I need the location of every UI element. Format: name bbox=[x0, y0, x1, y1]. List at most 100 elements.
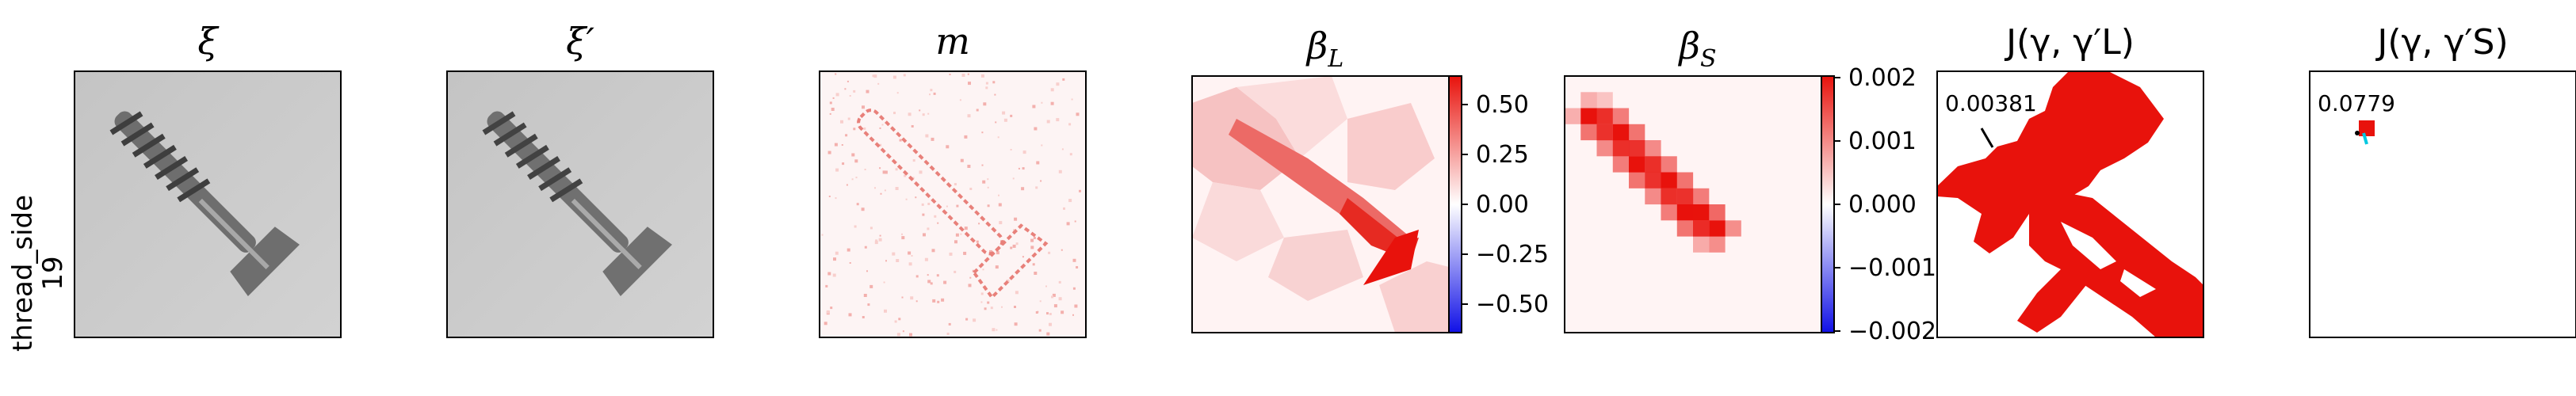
m-speckle-dot bbox=[948, 322, 951, 326]
m-speckle-dot bbox=[927, 227, 930, 230]
row-label-name: thread_side bbox=[7, 195, 39, 352]
beta-s-cell bbox=[1661, 204, 1677, 221]
beta-s-cell bbox=[1676, 188, 1694, 205]
m-speckle-dot bbox=[1061, 148, 1064, 150]
m-speckle-dot bbox=[990, 307, 993, 310]
m-speckle-dot bbox=[924, 257, 928, 261]
m-speckle-dot bbox=[884, 170, 888, 174]
m-speckle-dot bbox=[989, 249, 992, 253]
m-speckle-dot bbox=[1058, 169, 1062, 173]
m-speckle-dot bbox=[1022, 150, 1026, 154]
m-speckle-dot bbox=[881, 124, 884, 126]
beta-l-subscript: L bbox=[1327, 45, 1343, 73]
m-speckle-dot bbox=[954, 270, 957, 273]
m-speckle-dot bbox=[847, 80, 849, 82]
panel-j-l: J(γ, γ′L) 0.00381 bbox=[1936, 22, 2204, 338]
m-speckle-dot bbox=[892, 75, 896, 79]
colorbar-beta-l: 0.50 0.25 0.00 −0.25 −0.50 bbox=[1448, 75, 1549, 333]
m-speckle-dot bbox=[892, 252, 896, 256]
beta-s-cell bbox=[1612, 140, 1630, 157]
m-speckle-dot bbox=[1010, 114, 1013, 117]
m-speckle-dot bbox=[866, 89, 869, 93]
m-speckle-dot bbox=[1030, 246, 1034, 249]
m-speckle-dot bbox=[1049, 313, 1052, 315]
beta-s-subscript: S bbox=[1700, 45, 1717, 73]
j-s-dot-marker bbox=[2355, 131, 2360, 135]
beta-s-cell bbox=[1645, 156, 1661, 173]
m-speckle-dot bbox=[854, 225, 857, 228]
m-speckle-dot bbox=[895, 168, 898, 171]
m-speckle-dot bbox=[1046, 312, 1049, 315]
m-speckle-dot bbox=[923, 233, 926, 237]
beta-s-cell bbox=[1629, 124, 1645, 141]
beta-s-cell bbox=[1709, 236, 1726, 253]
m-speckle-dot bbox=[863, 294, 867, 297]
colorbar-beta-s-gradient bbox=[1821, 75, 1835, 333]
m-speckle-dot bbox=[964, 227, 968, 230]
m-speckle-dot bbox=[1061, 310, 1064, 314]
beta-s-cell bbox=[1629, 156, 1645, 173]
m-speckle-dot bbox=[959, 99, 961, 101]
m-speckle-dot bbox=[1074, 220, 1076, 223]
m-speckle-dot bbox=[879, 143, 882, 147]
beta-s-cell bbox=[1612, 156, 1630, 173]
m-speckle-dot bbox=[904, 174, 907, 177]
m-speckle-dot bbox=[998, 203, 1002, 207]
m-speckle-dot bbox=[829, 112, 831, 115]
axes-frame-j-s bbox=[2309, 70, 2576, 338]
m-speckle-dot bbox=[967, 165, 971, 168]
beta-s-cell bbox=[1661, 188, 1677, 205]
m-speckle-dot bbox=[885, 260, 887, 262]
beta-s-cell bbox=[1645, 172, 1661, 188]
m-speckle-dot bbox=[874, 241, 878, 245]
beta-s-cell bbox=[1676, 172, 1694, 188]
beta-s-cell bbox=[1661, 172, 1677, 188]
m-speckle-dot bbox=[1032, 263, 1035, 266]
beta-s-cell bbox=[1580, 124, 1597, 141]
m-speckle-dot bbox=[874, 187, 876, 189]
m-speckle-dot bbox=[982, 180, 986, 184]
j-l-mask bbox=[1937, 71, 2203, 337]
m-speckle-dot bbox=[998, 194, 999, 196]
m-speckle-dot bbox=[877, 82, 880, 85]
m-speckle-dot bbox=[985, 82, 988, 85]
beta-s-cell bbox=[1596, 108, 1613, 124]
m-speckle-dot bbox=[1058, 280, 1061, 284]
m-speckle-dot bbox=[927, 280, 931, 284]
colorbar-beta-l-tick: −0.25 bbox=[1476, 241, 1549, 268]
m-speckle-dot bbox=[1046, 332, 1050, 336]
m-speckle-dot bbox=[903, 74, 906, 77]
m-speckle-dot bbox=[879, 127, 881, 129]
m-speckle-dot bbox=[851, 153, 855, 157]
panel-m: m bbox=[819, 20, 1087, 338]
m-speckle-dot bbox=[1045, 285, 1047, 287]
beta-s-cell bbox=[1629, 124, 1645, 141]
m-speckle-dot bbox=[861, 208, 865, 211]
m-speckle-dot bbox=[901, 236, 905, 240]
beta-s-cell bbox=[1725, 220, 1741, 237]
m-speckle-dot bbox=[1022, 256, 1024, 258]
m-speckle-dot bbox=[855, 177, 858, 179]
m-speckle-dot bbox=[985, 86, 988, 89]
m-speckle-dot bbox=[1040, 180, 1042, 182]
j-s-mask-square bbox=[2359, 120, 2375, 136]
m-speckle-dot bbox=[1072, 258, 1076, 262]
m-speckle-dot bbox=[875, 239, 878, 242]
m-speckle-dot bbox=[884, 309, 887, 313]
m-speckle-dot bbox=[863, 127, 866, 130]
m-speckle-dot bbox=[832, 97, 835, 99]
m-speckle-dot bbox=[844, 88, 847, 90]
m-speckle-dot bbox=[912, 177, 915, 180]
m-speckle-dot bbox=[882, 170, 886, 174]
beta-s-cell bbox=[1596, 92, 1613, 109]
m-speckle-dot bbox=[946, 205, 948, 208]
m-speckle-dot bbox=[1076, 112, 1080, 116]
m-speckle-dot bbox=[987, 178, 989, 181]
m-speckle-dot bbox=[834, 143, 838, 147]
m-speckle-dot bbox=[908, 251, 912, 255]
m-speckle-dot bbox=[893, 112, 896, 115]
m-speckle-dot bbox=[960, 158, 964, 162]
m-speckle-dot bbox=[880, 192, 882, 195]
